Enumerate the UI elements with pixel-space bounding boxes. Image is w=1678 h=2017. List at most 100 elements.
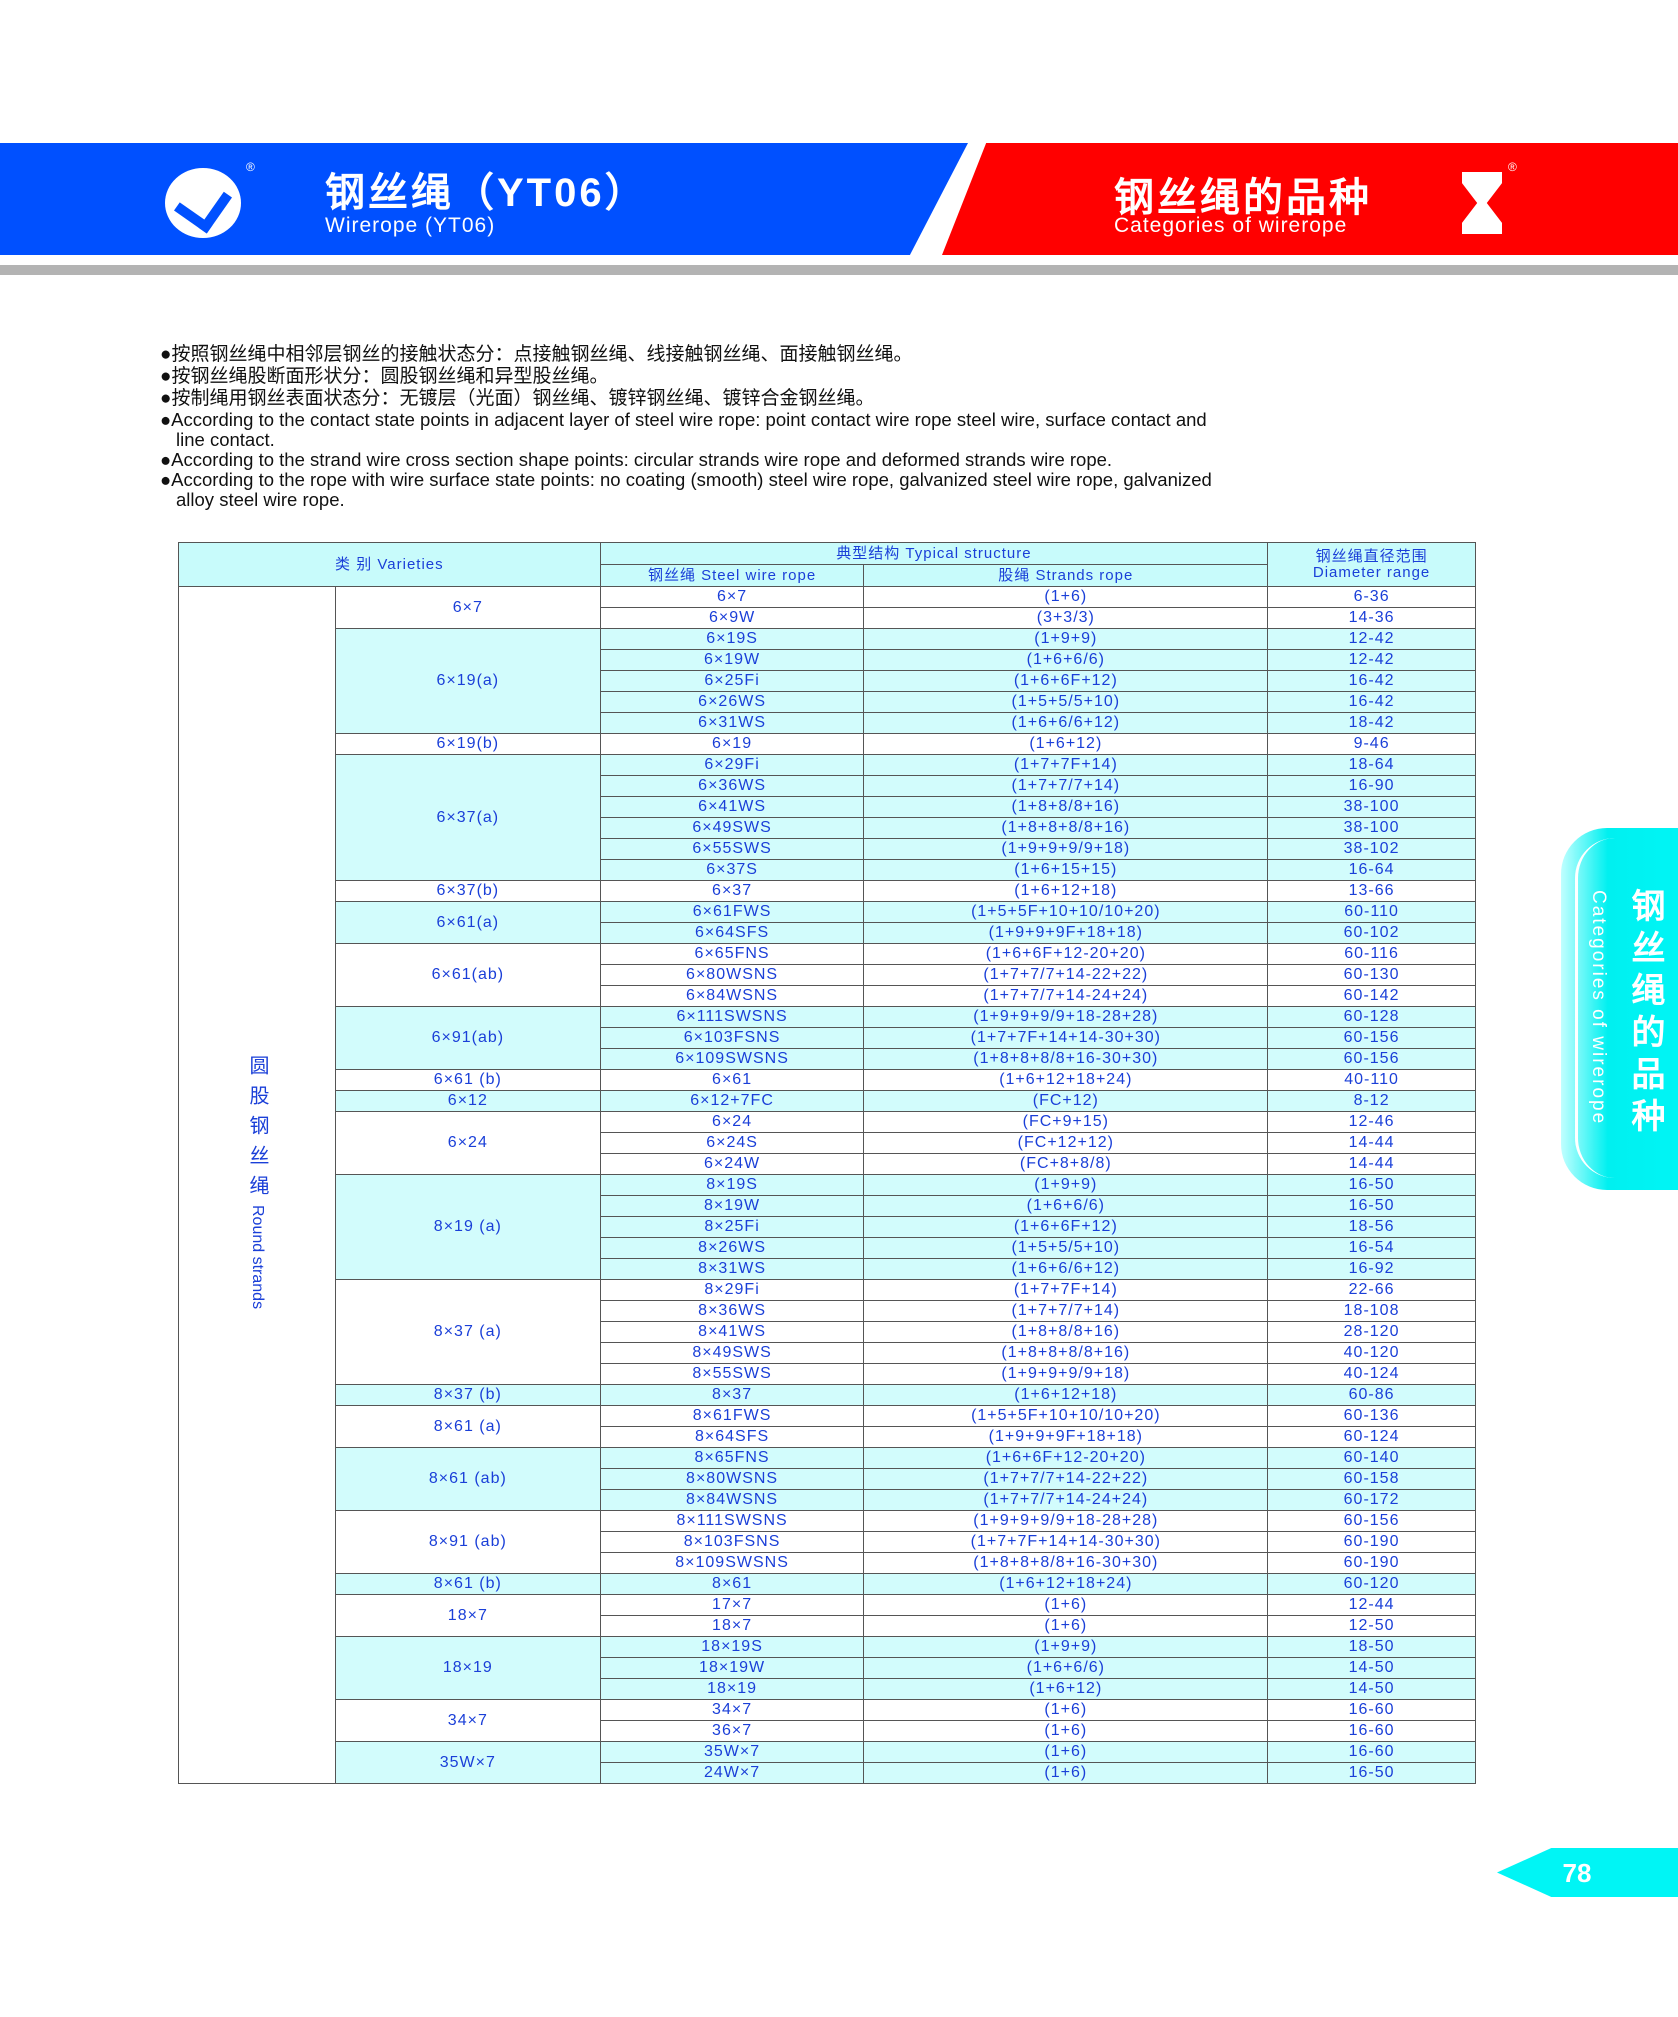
- steel-wire-rope-cell: 6×84WSNS: [599, 985, 865, 1007]
- steel-wire-rope-cell: 34×7: [599, 1699, 865, 1721]
- strands-rope-cell: (1+8+8+8/8+16): [863, 1342, 1269, 1364]
- note-cn-2: ●按钢丝绳股断面形状分：圆股钢丝绳和异型股丝绳。: [160, 366, 609, 387]
- steel-wire-rope-cell: 6×61FWS: [599, 901, 865, 923]
- strands-rope-cell: (1+8+8+8/8+16-30+30): [863, 1048, 1269, 1070]
- table-row: 6×19(b) 6×19 (1+6+12) 9-46: [179, 733, 1476, 755]
- diameter-range-cell: 14-50: [1267, 1657, 1476, 1679]
- variety-cell: 8×61 (ab): [334, 1447, 601, 1511]
- header-diameter: 钢丝绳直径范围 Diameter range: [1267, 542, 1476, 587]
- strands-rope-cell: (1+8+8+8/8+16-30+30): [863, 1552, 1269, 1574]
- note-cn-3: ●按制绳用钢丝表面状态分：无镀层（光面）钢丝绳、镀锌钢丝绳、镀锌合金钢丝绳。: [160, 388, 875, 409]
- steel-wire-rope-cell: 6×36WS: [599, 775, 865, 797]
- diameter-range-cell: 40-120: [1267, 1342, 1476, 1364]
- strands-rope-cell: (1+9+9+9/9+18): [863, 1363, 1269, 1385]
- strands-rope-cell: (1+6+6/6): [863, 1195, 1269, 1217]
- variety-cell: 34×7: [334, 1699, 601, 1742]
- strands-rope-cell: (1+7+7F+14): [863, 754, 1269, 776]
- wirerope-categories-table: 类 别 Varieties 典型结构 Typical structure 钢丝绳…: [178, 542, 1476, 1784]
- strands-rope-cell: (1+5+5F+10+10/10+20): [863, 1405, 1269, 1427]
- steel-wire-rope-cell: 8×111SWSNS: [599, 1510, 865, 1532]
- steel-wire-rope-cell: 17×7: [599, 1594, 865, 1616]
- diameter-range-cell: 14-44: [1267, 1153, 1476, 1175]
- strands-rope-cell: (1+8+8/8+16): [863, 1321, 1269, 1343]
- diameter-range-cell: 18-42: [1267, 712, 1476, 734]
- strands-rope-cell: (1+6+6F+12): [863, 670, 1269, 692]
- strands-rope-cell: (1+6): [863, 1720, 1269, 1742]
- table-row: 6×49SWS (1+8+8+8/8+16) 38-100: [179, 817, 1476, 839]
- steel-wire-rope-cell: 18×7: [599, 1615, 865, 1637]
- strands-rope-cell: (FC+12+12): [863, 1132, 1269, 1154]
- strands-rope-cell: (1+6+12+18): [863, 1384, 1269, 1406]
- table-row: 8×61 (a) 8×61FWS (1+5+5F+10+10/10+20) 60-13…: [179, 1405, 1476, 1448]
- variety-cell: 8×91 (ab): [334, 1510, 601, 1574]
- variety-cell: 6×61(a): [334, 901, 601, 944]
- strands-rope-cell: (1+6): [863, 1762, 1269, 1784]
- strands-rope-cell: (1+6+12): [863, 733, 1269, 755]
- strands-rope-cell: (1+9+9): [863, 1174, 1269, 1196]
- steel-wire-rope-cell: 6×41WS: [599, 796, 865, 818]
- strands-rope-cell: (1+7+7/7+14-22+22): [863, 964, 1269, 986]
- table-row: 圆股钢丝绳Round strands 6×7 6×7 (1+6) 6-36: [178, 586, 1476, 1784]
- diameter-range-cell: 18-64: [1267, 754, 1476, 776]
- table-row: 8×61 (b) 8×61 (1+6+12+18+24) 60-120: [179, 1573, 1476, 1595]
- strands-rope-cell: (FC+12): [863, 1090, 1269, 1112]
- steel-wire-rope-cell: 8×19W: [599, 1195, 865, 1217]
- steel-wire-rope-cell: 6×24S: [599, 1132, 865, 1154]
- strands-rope-cell: (1+9+9+9F+18+18): [863, 922, 1269, 944]
- variety-cell: 8×19 (a): [334, 1174, 601, 1280]
- table-row: 8×49SWS (1+8+8+8/8+16) 40-120: [179, 1342, 1476, 1364]
- header-typical-structure: 典型结构 Typical structure: [599, 542, 1269, 565]
- strands-rope-cell: (FC+8+8/8): [863, 1153, 1269, 1175]
- table-row: 6×61 (b) 6×61 (1+6+12+18+24) 40-110: [179, 1069, 1476, 1091]
- diameter-range-cell: 60-124: [1267, 1426, 1476, 1448]
- header-band-blue: [0, 143, 968, 255]
- table-row: 18×19W (1+6+6/6) 14-50: [179, 1657, 1476, 1679]
- variety-cell: 8×37 (a): [334, 1279, 601, 1385]
- section-title-cn: 钢丝绳的品种: [1114, 176, 1372, 220]
- table-row: 6×84WSNS (1+7+7/7+14-24+24) 60-142: [179, 985, 1476, 1007]
- steel-wire-rope-cell: 8×26WS: [599, 1237, 865, 1259]
- diameter-range-cell: 60-120: [1267, 1573, 1476, 1595]
- steel-wire-rope-cell: 6×103FSNS: [599, 1027, 865, 1049]
- diameter-range-cell: 60-136: [1267, 1405, 1476, 1427]
- note-cn-1: ●按照钢丝绳中相邻层钢丝的接触状态分：点接触钢丝绳、线接触钢丝绳、面接触钢丝绳。: [160, 344, 913, 365]
- diameter-range-cell: 60-130: [1267, 964, 1476, 986]
- strands-rope-cell: (1+6+6/6): [863, 1657, 1269, 1679]
- strands-rope-cell: (1+6+6/6+12): [863, 712, 1269, 734]
- strands-rope-cell: (FC+9+15): [863, 1111, 1269, 1133]
- table-row: 6×24 6×24 (FC+9+15) 12-46: [179, 1111, 1476, 1175]
- table-row: 6×24W (FC+8+8/8) 14-44: [179, 1153, 1476, 1175]
- table-row: 8×26WS (1+5+5/5+10) 16-54: [179, 1237, 1476, 1259]
- steel-wire-rope-cell: 8×36WS: [599, 1300, 865, 1322]
- side-tab: Categories of wirerope 钢丝绳的品种: [1561, 828, 1678, 1190]
- diameter-range-cell: 18-56: [1267, 1216, 1476, 1238]
- table-row: 8×61 (ab) 8×65FNS (1+6+6F+12-20+20) 60-140: [179, 1447, 1476, 1511]
- steel-wire-rope-cell: 6×29Fi: [599, 754, 865, 776]
- steel-wire-rope-cell: 8×41WS: [599, 1321, 865, 1343]
- diameter-range-cell: 38-100: [1267, 796, 1476, 818]
- strands-rope-cell: (1+9+9): [863, 628, 1269, 650]
- strands-rope-cell: (1+6+12): [863, 1678, 1269, 1700]
- steel-wire-rope-cell: 35W×7: [599, 1741, 865, 1763]
- table-row: 8×25Fi (1+6+6F+12) 18-56: [179, 1216, 1476, 1238]
- diameter-range-cell: 16-50: [1267, 1195, 1476, 1217]
- strands-rope-cell: (1+6): [863, 1699, 1269, 1721]
- diameter-range-cell: 60-86: [1267, 1384, 1476, 1406]
- diameter-range-cell: 60-190: [1267, 1531, 1476, 1553]
- page-title-cn: 钢丝绳（YT06）: [325, 171, 648, 215]
- diameter-range-cell: 12-44: [1267, 1594, 1476, 1616]
- steel-wire-rope-cell: 6×26WS: [599, 691, 865, 713]
- steel-wire-rope-cell: 8×61: [599, 1573, 865, 1595]
- strands-rope-cell: (1+8+8/8+16): [863, 796, 1269, 818]
- classification-notes: ●按照钢丝绳中相邻层钢丝的接触状态分：点接触钢丝绳、线接触钢丝绳、面接触钢丝绳。…: [160, 344, 1400, 510]
- table-row: 6×12 6×12+7FC (FC+12) 8-12: [179, 1090, 1476, 1112]
- table-row: 6×19(a) 6×19S (1+9+9) 12-42: [179, 628, 1476, 734]
- strands-rope-cell: (1+9+9+9/9+18-28+28): [863, 1510, 1269, 1532]
- table-row: 34×7 34×7 (1+6) 16-60: [179, 1699, 1476, 1742]
- strands-rope-cell: (1+6): [863, 1594, 1269, 1616]
- steel-wire-rope-cell: 6×24: [599, 1111, 865, 1133]
- steel-wire-rope-cell: 6×31WS: [599, 712, 865, 734]
- variety-cell: 6×7: [334, 586, 601, 629]
- steel-wire-rope-cell: 6×25Fi: [599, 670, 865, 692]
- side-tab-cn: 钢丝绳的品种: [1626, 888, 1664, 1140]
